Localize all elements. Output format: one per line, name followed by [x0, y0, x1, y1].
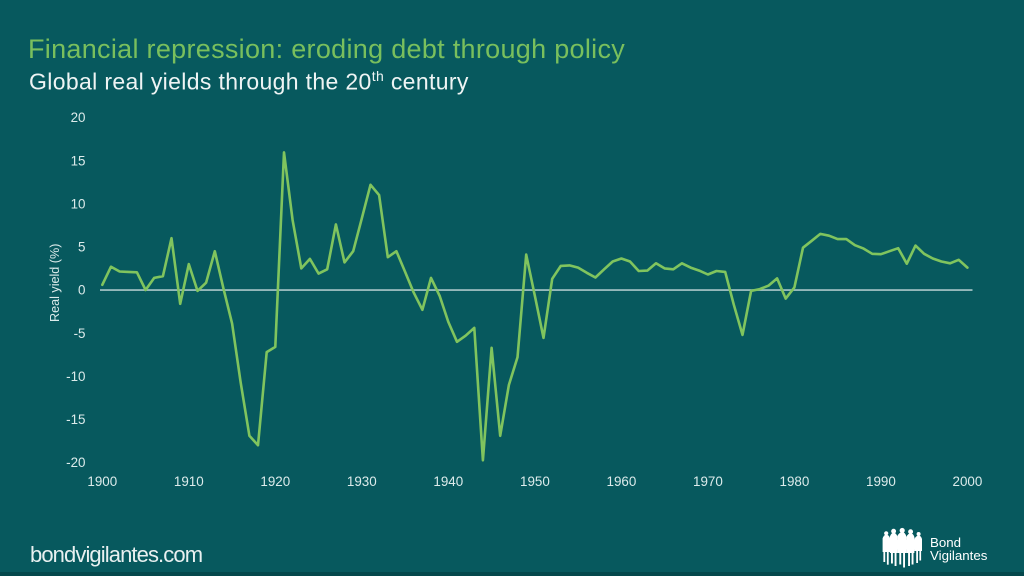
svg-text:-15: -15 [66, 412, 85, 427]
svg-text:Real yield (%): Real yield (%) [48, 244, 62, 322]
svg-text:10: 10 [71, 196, 86, 211]
svg-text:1980: 1980 [780, 474, 810, 489]
svg-text:1910: 1910 [174, 474, 204, 489]
svg-text:1900: 1900 [87, 474, 117, 489]
svg-text:1950: 1950 [520, 474, 550, 489]
svg-text:-20: -20 [66, 455, 85, 470]
svg-text:1990: 1990 [866, 474, 896, 489]
svg-text:15: 15 [71, 153, 86, 168]
svg-text:5: 5 [78, 240, 85, 255]
svg-text:1930: 1930 [347, 474, 377, 489]
svg-text:0: 0 [78, 283, 85, 298]
svg-text:1960: 1960 [607, 474, 637, 489]
svg-text:-10: -10 [66, 369, 85, 384]
svg-text:2000: 2000 [953, 474, 983, 489]
svg-text:20: 20 [71, 110, 86, 125]
svg-text:-5: -5 [74, 326, 86, 341]
svg-text:1940: 1940 [433, 474, 463, 489]
svg-text:1920: 1920 [260, 474, 290, 489]
svg-text:1970: 1970 [693, 474, 723, 489]
